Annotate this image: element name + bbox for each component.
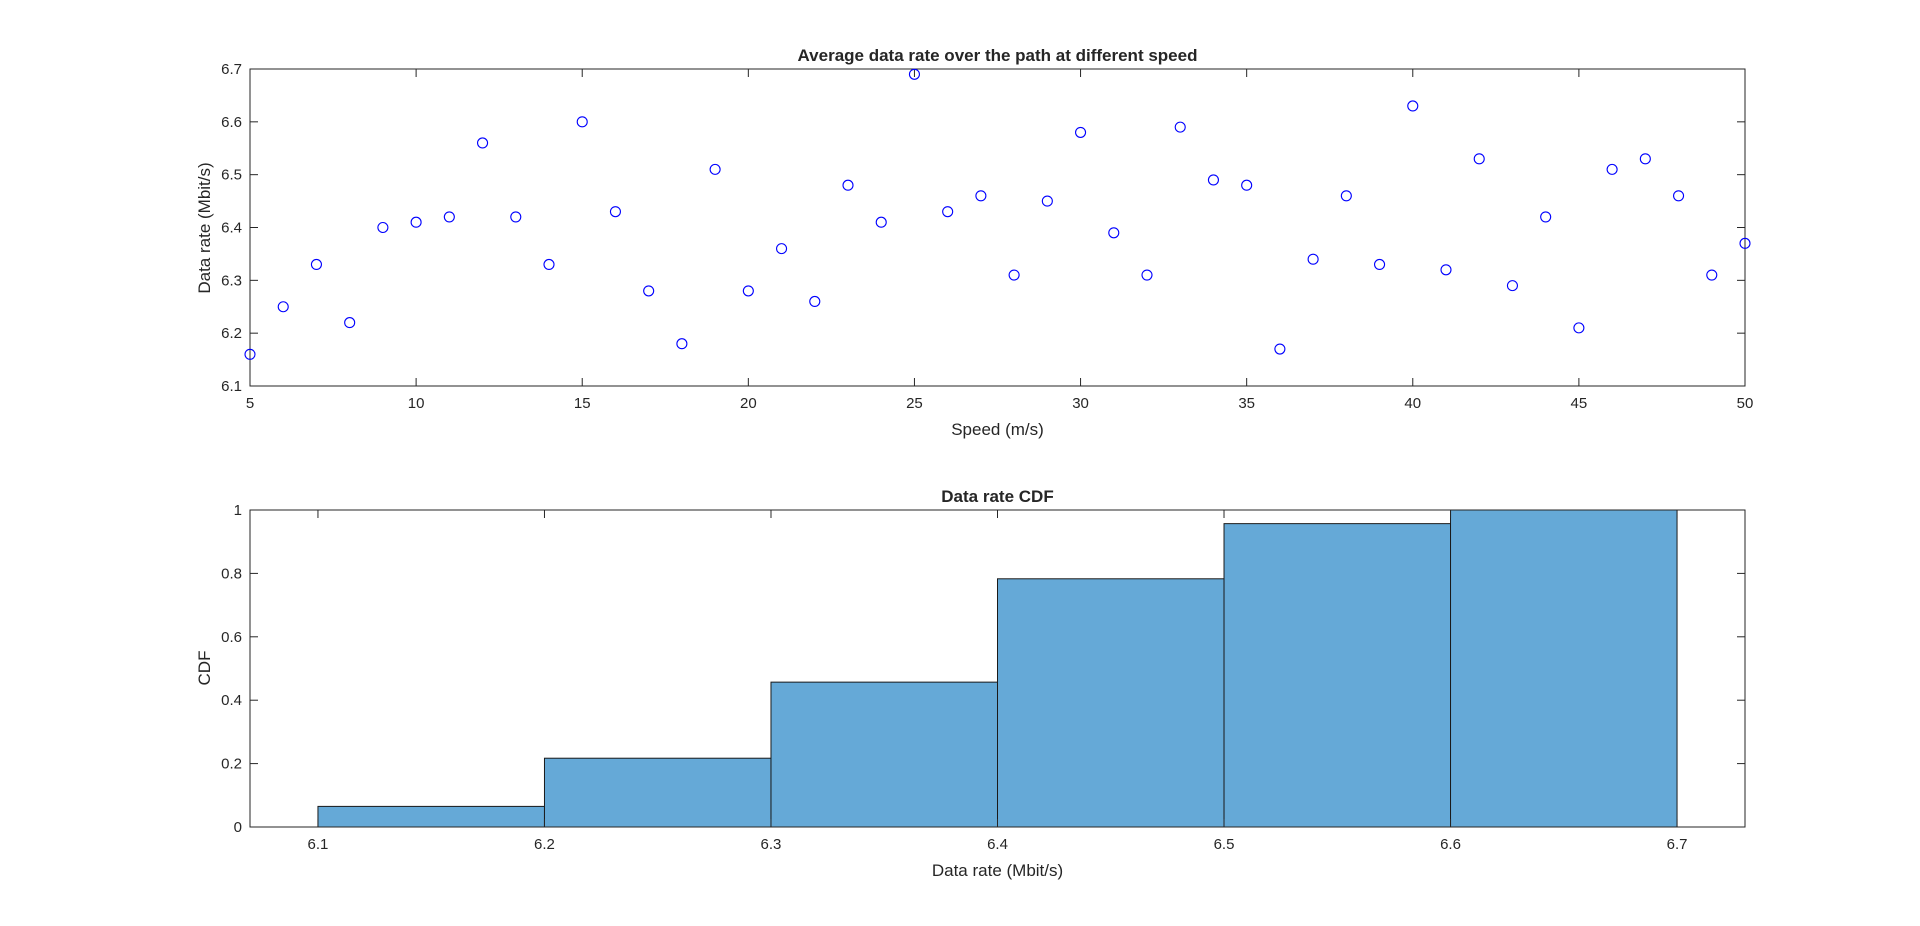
x-tick-label: 20 xyxy=(740,395,757,412)
scatter-point xyxy=(975,190,987,202)
scatter-point xyxy=(1274,343,1286,355)
cdf-bar xyxy=(317,805,545,828)
scatter-point xyxy=(1606,163,1618,175)
y-tick-label: 0.2 xyxy=(221,756,242,773)
y-tick-label: 0 xyxy=(234,819,242,836)
scatter-plot-area xyxy=(249,68,1746,387)
cdf-bar xyxy=(1223,523,1452,828)
y-tick-label: 1 xyxy=(234,502,242,519)
scatter-x-axis-label: Speed (m/s) xyxy=(951,420,1044,439)
x-tick-label: 25 xyxy=(906,395,923,412)
scatter-point xyxy=(1108,227,1120,239)
x-tick-label: 15 xyxy=(574,395,591,412)
y-tick-label: 6.2 xyxy=(221,325,242,342)
y-tick-label: 6.3 xyxy=(221,272,242,289)
scatter-point xyxy=(1506,280,1518,292)
x-tick-label: 35 xyxy=(1238,395,1255,412)
scatter-point xyxy=(1440,264,1452,276)
x-tick-label: 6.7 xyxy=(1667,836,1688,853)
scatter-point xyxy=(1307,253,1319,265)
y-tick-label: 6.1 xyxy=(221,378,242,395)
scatter-point xyxy=(1207,174,1219,186)
scatter-point xyxy=(709,163,721,175)
cdf-bar xyxy=(997,578,1225,828)
x-tick-label: 5 xyxy=(246,395,254,412)
scatter-ticks: 5 10 15 20 25 30 35 40 45 50 6.1 6.2 6.3 6.4 6.5 6.6 6.7 xyxy=(221,61,1753,412)
scatter-point xyxy=(277,301,289,313)
x-tick-label: 30 xyxy=(1072,395,1089,412)
cdf-title: Data rate CDF xyxy=(941,487,1053,506)
x-tick-label: 10 xyxy=(408,395,425,412)
y-tick-label: 6.6 xyxy=(221,114,242,131)
cdf-axes: 6.1 6.2 6.3 6.4 6.5 6.6 6.7 0 0.2 0.4 0.6 0.8 1 Data… xyxy=(195,487,1746,880)
scatter-point xyxy=(1739,237,1751,249)
scatter-point xyxy=(1008,269,1020,281)
scatter-point xyxy=(310,258,322,271)
scatter-point xyxy=(842,179,854,191)
cdf-bar xyxy=(543,757,772,828)
y-tick-label: 0.6 xyxy=(221,629,242,646)
scatter-point xyxy=(776,243,788,255)
x-tick-label: 6.4 xyxy=(987,836,1008,853)
scatter-point xyxy=(1706,269,1718,281)
scatter-point xyxy=(510,211,522,223)
cdf-y-axis-label: CDF xyxy=(195,651,214,686)
scatter-point xyxy=(908,68,920,80)
scatter-point xyxy=(1639,153,1651,165)
scatter-point xyxy=(1540,211,1552,223)
y-tick-label: 0.4 xyxy=(221,692,242,709)
x-tick-label: 6.3 xyxy=(761,836,782,853)
scatter-point xyxy=(1075,126,1087,138)
scatter-point xyxy=(1374,258,1386,271)
scatter-point xyxy=(477,137,489,149)
cdf-bar xyxy=(1450,509,1678,828)
scatter-points xyxy=(244,68,1751,360)
scatter-point xyxy=(1673,190,1685,202)
scatter-point xyxy=(1141,269,1153,281)
y-tick-label: 0.8 xyxy=(221,565,242,582)
scatter-point xyxy=(576,116,588,128)
scatter-point xyxy=(1174,121,1186,133)
scatter-point xyxy=(1573,322,1585,334)
scatter-point xyxy=(809,295,821,308)
scatter-point xyxy=(742,285,754,297)
scatter-point xyxy=(1407,100,1419,112)
scatter-point xyxy=(1241,179,1253,191)
scatter-point xyxy=(942,206,954,218)
cdf-plot-border xyxy=(249,509,1746,828)
scatter-axes: 5 10 15 20 25 30 35 40 45 50 6.1 6.2 6.3 6.4 6.5 6.6 6.7… xyxy=(195,46,1753,439)
x-tick-label: 40 xyxy=(1404,395,1421,412)
scatter-point xyxy=(344,317,356,329)
scatter-point xyxy=(1041,195,1053,207)
x-tick-label: 6.6 xyxy=(1440,836,1461,853)
x-tick-label: 50 xyxy=(1737,395,1754,412)
scatter-point xyxy=(1473,153,1485,165)
scatter-point xyxy=(676,338,688,350)
scatter-point xyxy=(543,258,555,271)
scatter-point xyxy=(1340,190,1352,202)
scatter-point xyxy=(875,216,887,228)
x-tick-label: 6.2 xyxy=(534,836,555,853)
scatter-point xyxy=(609,206,621,218)
cdf-bars xyxy=(317,509,1678,828)
scatter-title: Average data rate over the path at diffe… xyxy=(798,46,1198,65)
scatter-point xyxy=(244,348,256,360)
y-tick-label: 6.7 xyxy=(221,61,242,78)
x-tick-label: 6.5 xyxy=(1214,836,1235,853)
scatter-y-axis-label: Data rate (Mbit/s) xyxy=(195,162,214,293)
y-tick-label: 6.5 xyxy=(221,167,242,184)
cdf-x-axis-label: Data rate (Mbit/s) xyxy=(932,861,1063,880)
y-tick-label: 6.4 xyxy=(221,220,242,237)
scatter-point xyxy=(443,211,455,223)
scatter-point xyxy=(410,216,422,228)
cdf-bar xyxy=(770,681,999,828)
scatter-point xyxy=(643,285,655,297)
scatter-point xyxy=(377,221,389,234)
x-tick-label: 45 xyxy=(1571,395,1588,412)
x-tick-label: 6.1 xyxy=(308,836,329,853)
